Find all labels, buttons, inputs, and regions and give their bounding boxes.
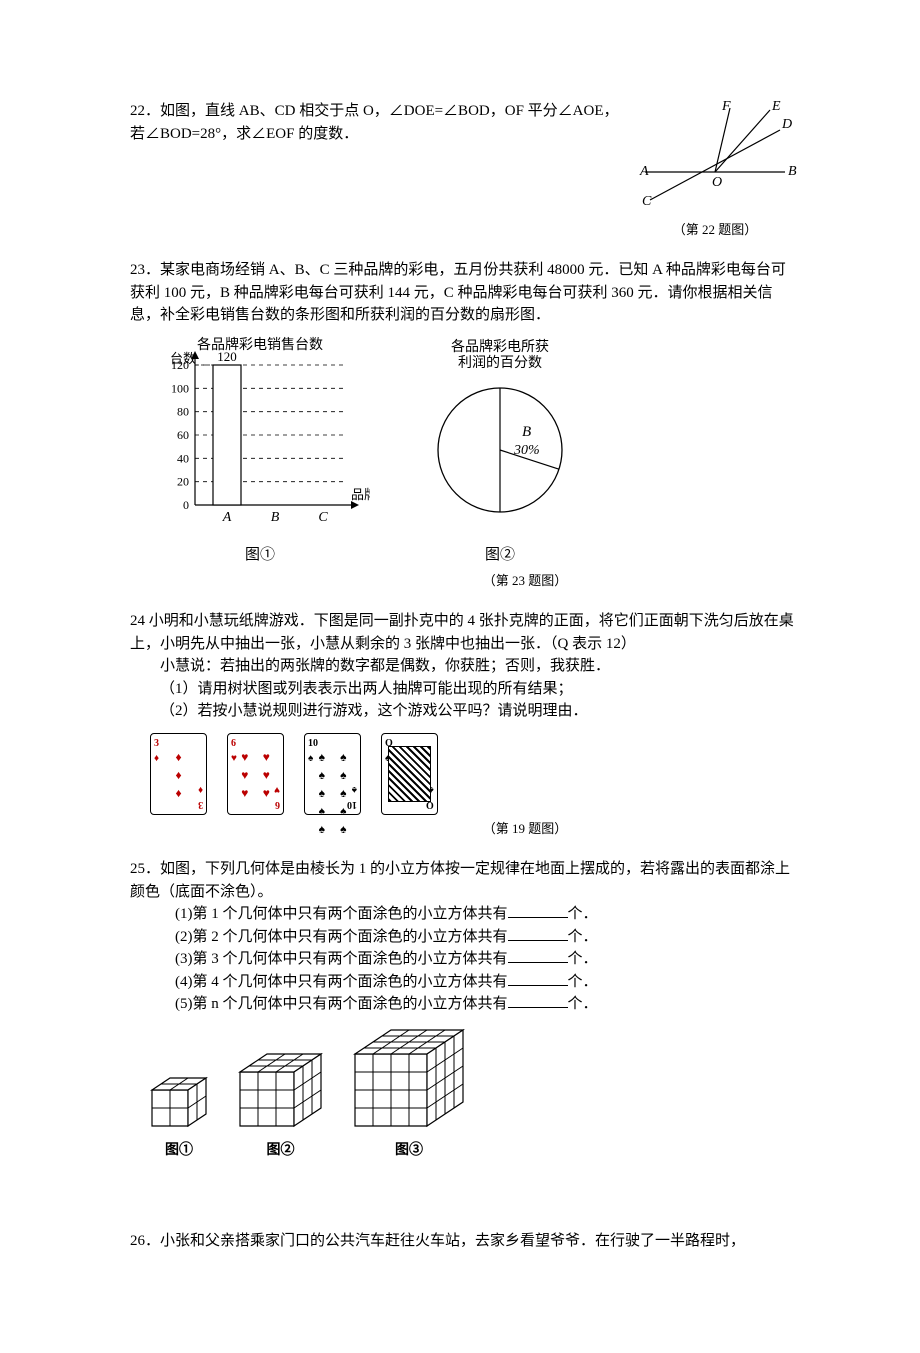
svg-text:品牌: 品牌	[351, 487, 370, 502]
svg-text:A: A	[222, 510, 232, 525]
q22-figure: A B C D E F O （第 22 题图）	[630, 100, 800, 239]
q25-subitem: (1)第 1 个几何体中只有两个面涂色的小立方体共有个．	[130, 903, 800, 926]
svg-text:B: B	[522, 424, 531, 440]
svg-text:120: 120	[217, 349, 237, 364]
svg-text:120: 120	[171, 358, 189, 372]
svg-text:E: E	[771, 100, 781, 114]
cube-figure: 图③	[353, 1028, 465, 1161]
question-25: 25．如图，下列几何体是由棱长为 1 的小立方体按一定规律在地面上摆成的，若将露…	[130, 858, 800, 1160]
svg-text:B: B	[271, 510, 280, 525]
q23-bar-chart: 各品牌彩电销售台数台数品牌020406080100120120ABC 图①	[150, 335, 370, 567]
svg-text:A: A	[639, 164, 649, 179]
playing-card: 3♦3♦♦♦♦	[150, 733, 207, 815]
question-23: 23．某家电商场经销 A、B、C 三种品牌的彩电，五月份共获利 48000 元．…	[130, 259, 800, 590]
q23-pie-chart: 各品牌彩电所获利润的百分数B30% 图②	[410, 335, 590, 567]
svg-text:利润的百分数: 利润的百分数	[458, 355, 542, 371]
q25-subitem: (4)第 4 个几何体中只有两个面涂色的小立方体共有个．	[130, 971, 800, 994]
svg-text:100: 100	[171, 381, 189, 395]
q25-subitem: (3)第 3 个几何体中只有两个面涂色的小立方体共有个．	[130, 948, 800, 971]
q24-intro: 24 小明和小慧玩纸牌游戏．下图是同一副扑克中的 4 张扑克牌的正面，将它们正面…	[130, 610, 800, 655]
svg-text:20: 20	[177, 474, 189, 488]
svg-text:40: 40	[177, 451, 189, 465]
q24-rule: 小慧说：若抽出的两张牌的数字都是偶数，你获胜；否则，我获胜．	[130, 655, 800, 678]
svg-text:D: D	[781, 117, 792, 132]
svg-text:0: 0	[183, 498, 189, 512]
q25-subitem: (5)第 n 个几何体中只有两个面涂色的小立方体共有个．	[130, 993, 800, 1016]
question-22: 22．如图，直线 AB、CD 相交于点 O，∠DOE=∠BOD，OF 平分∠AO…	[130, 100, 800, 239]
q23-text: 23．某家电商场经销 A、B、C 三种品牌的彩电，五月份共获利 48000 元．…	[130, 259, 800, 327]
playing-card: 6♥6♥♥♥♥♥♥♥	[227, 733, 284, 815]
q22-diagram: A B C D E F O	[630, 100, 800, 210]
svg-text:O: O	[712, 175, 722, 190]
q25-subitem: (2)第 2 个几何体中只有两个面涂色的小立方体共有个．	[130, 926, 800, 949]
svg-text:60: 60	[177, 428, 189, 442]
svg-text:各品牌彩电销售台数: 各品牌彩电销售台数	[197, 336, 323, 353]
svg-text:F: F	[721, 100, 731, 114]
question-26: 26．小张和父亲搭乘家门口的公共汽车赶往火车站，去家乡看望爷爷．在行驶了一半路程…	[130, 1230, 800, 1253]
q23-caption: （第 23 题图）	[250, 571, 800, 591]
q24-sub1: （1）请用树状图或列表表示出两人抽牌可能出现的所有结果；	[130, 678, 800, 701]
question-24: 24 小明和小慧玩纸牌游戏．下图是同一副扑克中的 4 张扑克牌的正面，将它们正面…	[130, 610, 800, 838]
q22-caption: （第 22 题图）	[630, 220, 800, 240]
q22-text: 22．如图，直线 AB、CD 相交于点 O，∠DOE=∠BOD，OF 平分∠AO…	[130, 100, 620, 145]
svg-text:30%: 30%	[513, 443, 540, 458]
cube-figure: 图②	[238, 1052, 323, 1161]
svg-text:C: C	[318, 510, 328, 525]
q22-num: 22．	[130, 103, 160, 119]
svg-text:C: C	[642, 194, 652, 209]
q25-cubes: 图① 图② 图③	[150, 1028, 800, 1161]
q24-sub2: （2）若按小慧说规则进行游戏，这个游戏公平吗？请说明理由．	[130, 700, 800, 723]
svg-text:B: B	[788, 164, 797, 179]
q24-cards: 3♦3♦♦♦♦ 6♥6♥♥♥♥♥♥♥ 10♠10♠♠♠♠♠♠♠♠♠♠♠ Q♠Q♠	[150, 733, 800, 815]
playing-card: Q♠Q♠	[381, 733, 438, 815]
cube-figure: 图①	[150, 1076, 208, 1161]
svg-text:80: 80	[177, 404, 189, 418]
svg-text:各品牌彩电所获: 各品牌彩电所获	[451, 338, 549, 355]
playing-card: 10♠10♠♠♠♠♠♠♠♠♠♠♠	[304, 733, 361, 815]
